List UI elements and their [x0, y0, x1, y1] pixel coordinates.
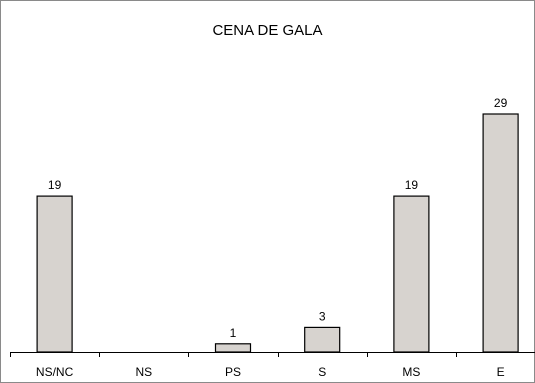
x-tick-label: PS — [225, 365, 241, 379]
x-tick-label: MS — [402, 365, 420, 379]
data-label: 3 — [319, 309, 326, 323]
bar-ns-nc — [36, 195, 73, 353]
x-tick-label: S — [318, 365, 326, 379]
bar-ps — [214, 343, 252, 353]
x-tick-label: NS — [135, 365, 152, 379]
bar-e — [482, 113, 519, 353]
bar-ms — [393, 195, 430, 353]
data-label: 19 — [48, 178, 62, 192]
bar-s — [304, 326, 341, 353]
x-tick-label: NS/NC — [36, 365, 74, 379]
data-label: 1 — [230, 326, 237, 340]
data-label: 19 — [405, 178, 419, 192]
chart-title: CENA DE GALA — [212, 22, 323, 39]
x-tick-label: E — [497, 365, 505, 379]
data-label: 29 — [494, 96, 508, 110]
